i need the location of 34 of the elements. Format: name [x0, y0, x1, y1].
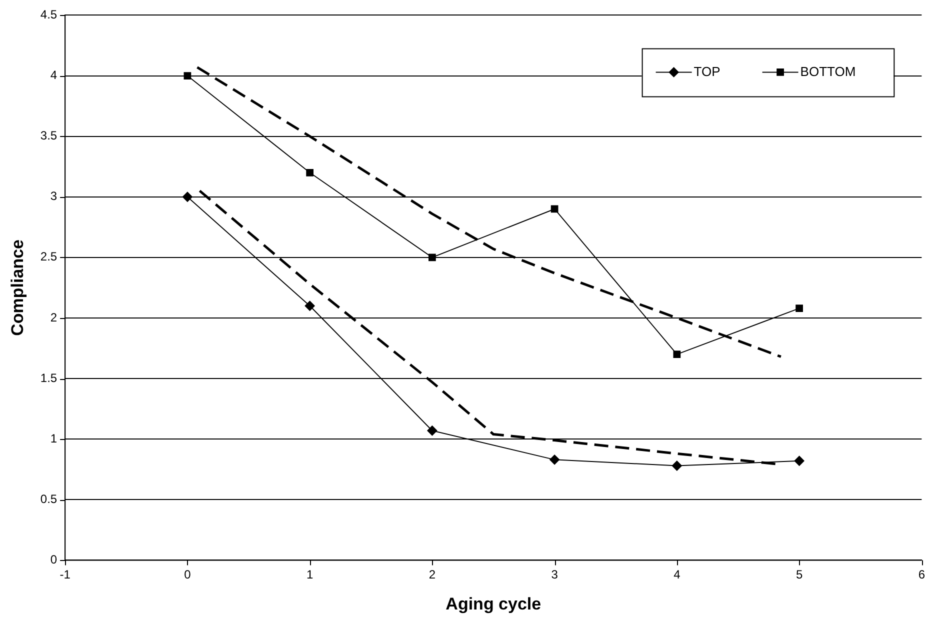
y-tick-label: 0 [50, 552, 58, 567]
point [304, 300, 315, 311]
y-tick-label: 3 [50, 189, 58, 204]
x-tick-label: 3 [551, 568, 558, 582]
point [794, 456, 804, 466]
x-tick-label: 5 [796, 568, 803, 582]
point [673, 350, 681, 358]
x-tick-label: 4 [674, 568, 681, 582]
point [306, 168, 314, 176]
point [672, 460, 682, 471]
point [428, 254, 436, 262]
y-tick-label: 3.5 [40, 128, 58, 143]
y-tick-label: 2.5 [40, 250, 58, 264]
legend-label: BOTTOM [800, 64, 856, 79]
y-tick-label: 4 [50, 68, 58, 82]
y-tick-label: 2 [50, 310, 58, 324]
x-tick-label: -1 [60, 568, 71, 582]
y-tick-label: 1.5 [40, 370, 58, 385]
point [550, 454, 560, 465]
y-axis-title: Compliance [8, 240, 27, 336]
point [796, 304, 803, 312]
legend-label: TOP [694, 64, 720, 79]
y-tick-label: 4.5 [40, 8, 58, 22]
point [184, 72, 192, 80]
point [550, 205, 558, 213]
x-axis-title: Aging cycle [446, 594, 542, 614]
point [427, 426, 438, 436]
point [182, 192, 192, 202]
x-tick-label: 0 [184, 568, 192, 582]
x-tick-label: 6 [918, 568, 926, 582]
y-tick-label: 1 [50, 431, 58, 446]
y-tick-label: 0.5 [40, 492, 58, 506]
x-tick-label: 2 [428, 568, 436, 582]
x-tick-label: 1 [306, 568, 314, 582]
